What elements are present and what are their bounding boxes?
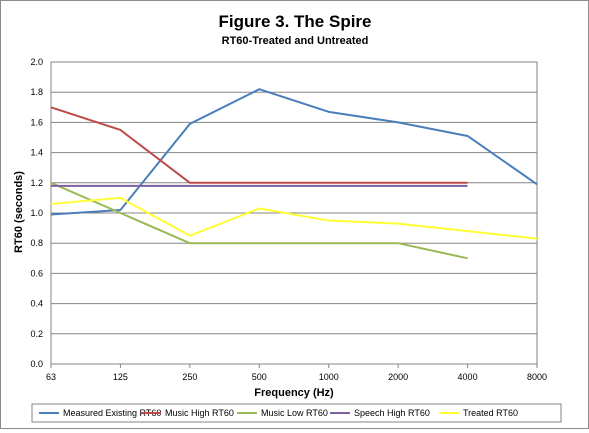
legend-label: Speech High RT60 xyxy=(354,408,430,418)
y-tick-label: 0.2 xyxy=(30,329,43,339)
legend: Measured Existing RT60 Music High RT60 Mus… xyxy=(31,403,562,423)
x-tick-label: 8000 xyxy=(527,372,547,382)
x-tick-label: 125 xyxy=(113,372,128,382)
series-line-5 xyxy=(50,196,538,240)
y-tick-label: 2.0 xyxy=(30,57,43,67)
x-tick-label: 63 xyxy=(46,372,56,382)
y-tick-label: 0.6 xyxy=(30,268,43,278)
legend-box xyxy=(31,403,562,423)
series-line-1 xyxy=(50,88,538,216)
y-tick-label: 1.2 xyxy=(30,178,43,188)
series-lines xyxy=(50,88,538,260)
series-line-2 xyxy=(50,106,468,184)
y-tick-label: 1.6 xyxy=(30,117,43,127)
x-tick-label: 4000 xyxy=(458,372,478,382)
chart-subtitle: RT60-Treated and Untreated xyxy=(222,35,369,47)
x-axis-title: Frequency (Hz) xyxy=(254,387,334,399)
x-tick-label: 500 xyxy=(252,372,267,382)
y-tick-label: 0.0 xyxy=(30,359,43,369)
x-tick-label: 250 xyxy=(182,372,197,382)
legend-label: Measured Existing RT60 xyxy=(63,408,161,418)
series-line-3 xyxy=(50,181,468,260)
plot-area xyxy=(50,61,538,365)
y-tick-label: 1.4 xyxy=(30,148,43,158)
chart-title: Figure 3. The Spire xyxy=(218,12,371,31)
legend-label: Music Low RT60 xyxy=(261,408,328,418)
legend-label: Music High RT60 xyxy=(165,408,234,418)
x-tick-label: 2000 xyxy=(388,372,408,382)
y-tick-label: 1.8 xyxy=(30,87,43,97)
y-axis-ticks: 0.0 0.2 0.4 0.6 0.8 1.0 1.2 1.4 1.6 1.8 2.0 xyxy=(30,57,43,369)
x-axis-ticks: 63 125 250 500 1000 2000 4000 8000 xyxy=(46,372,547,382)
y-tick-label: 0.8 xyxy=(30,238,43,248)
y-axis-title: RT60 (seconds) xyxy=(13,171,25,253)
y-tick-label: 1.0 xyxy=(30,208,43,218)
y-tick-label: 0.4 xyxy=(30,299,43,309)
legend-label: Treated RT60 xyxy=(463,408,518,418)
x-tick-label: 1000 xyxy=(319,372,339,382)
